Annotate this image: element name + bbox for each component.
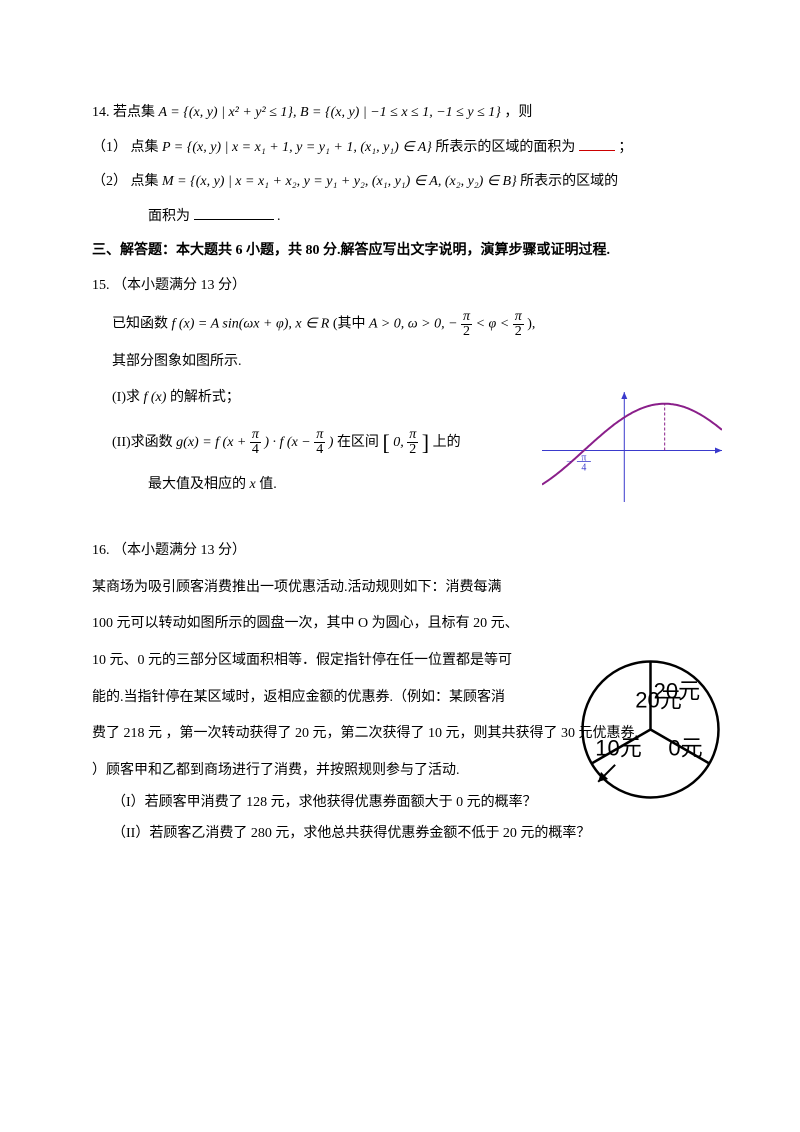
q16-head: 16. （本小题满分 13 分） <box>92 538 708 565</box>
q15-lt: < φ < <box>476 316 513 331</box>
q15-p2m1: g(x) = f (x + <box>176 435 250 450</box>
q16-number: 16. <box>92 543 110 558</box>
q15-p2b: 在区间 <box>337 435 383 450</box>
q15-p2d-text: 最大值及相应的 <box>148 477 250 492</box>
left-bracket-icon: [ <box>382 430 389 455</box>
q14-p2-lead: 点集 <box>131 174 163 189</box>
q15-p2c: 上的 <box>433 435 461 450</box>
q15-p2m3: ) <box>329 435 334 450</box>
right-bracket-icon: ] <box>422 430 429 455</box>
q14-line1: 14. 若点集 A = {(x, y) | x² + y² ≤ 1}, B = … <box>92 100 708 127</box>
q14-blank2 <box>194 205 274 220</box>
svg-text:0元: 0元 <box>668 735 702 760</box>
q14-p2-tail: 所表示的区域的 <box>520 174 618 189</box>
q15-p2m2: ) · f (x − <box>264 435 314 450</box>
q15-l1end: ), <box>527 316 535 331</box>
spinner-wheel: 20元20元10元0元 <box>573 652 728 807</box>
q14-p2-label: （2） <box>92 174 127 189</box>
q14-part2: （2） 点集 M = {(x, y) | x = x₁ + x₂, y = y₁… <box>92 169 708 196</box>
q14-part1: （1） 点集 P = {(x, y) | x = x₁ + 1, y = y₁ … <box>92 135 708 162</box>
q15-head: 15. （本小题满分 13 分） <box>92 273 708 300</box>
q15-p1a: (I)求 <box>112 390 144 405</box>
svg-text:4: 4 <box>581 463 586 474</box>
q14-lead: 若点集 <box>113 105 159 120</box>
q14-number: 14. <box>92 105 110 120</box>
q15-p2e: 值. <box>259 477 277 492</box>
q14-setM: M = {(x, y) | x = x₁ + x₂, y = y₁ + y₂, … <box>162 174 517 189</box>
q15-headtext: （本小题满分 13 分） <box>113 278 246 293</box>
q14-p2-l2: 面积为 <box>148 209 190 224</box>
q15-p1m: f (x) <box>144 390 167 405</box>
q15-p2-frac2: π4 <box>314 428 325 457</box>
q14-setP: P = {(x, y) | x = x₁ + 1, y = y₁ + 1, (x… <box>162 140 432 155</box>
q15-p2x: x <box>250 477 256 492</box>
q15-p2br1: 0, <box>393 435 407 450</box>
q15-number: 15. <box>92 278 110 293</box>
q14-p1-tail: 所表示的区域的面积为 <box>435 140 575 155</box>
q15-p1b: 的解析式； <box>170 390 240 405</box>
q15-l1cond: A > 0, ω > 0, − <box>369 316 458 331</box>
q16-l1: 某商场为吸引顾客消费推出一项优惠活动.活动规则如下：消费每满 <box>92 575 708 602</box>
q16-l2: 100 元可以转动如图所示的圆盘一次，其中 O 为圆心，且标有 20 元、 <box>92 611 708 638</box>
q15-frac2: π2 <box>513 310 524 339</box>
q15-l1a: 已知函数 <box>112 316 172 331</box>
q15-p2a: (II)求函数 <box>112 435 176 450</box>
q14-p1-lead: 点集 <box>131 140 163 155</box>
q14-setA: A = {(x, y) | x² + y² ≤ 1}, B = {(x, y) … <box>159 105 501 120</box>
q14-blank1 <box>579 136 615 151</box>
q15-l2: 其部分图象如图所示. <box>92 349 708 376</box>
q15-l1: 已知函数 f (x) = A sin(ωx + φ), x ∈ R (其中 A … <box>92 310 708 339</box>
q14-part2-line2: 面积为 . <box>92 204 708 231</box>
q15-frac1: π2 <box>461 310 472 339</box>
q16-headtext: （本小题满分 13 分） <box>113 543 246 558</box>
q15-l1b: (其中 <box>333 316 369 331</box>
section3-header: 三、解答题：本大题共 6 小题，共 80 分.解答应写出文字说明，演算步骤或证明… <box>92 238 708 265</box>
q15-p2-frac1: π4 <box>250 428 261 457</box>
q14-p1-end: ； <box>618 140 632 155</box>
q16-p2: （II）若顾客乙消费了 280 元，求他总共获得优惠券金额不低于 20 元的概率… <box>92 823 708 845</box>
q14-p1-label: （1） <box>92 140 127 155</box>
sine-chart: π4−π4 <box>542 392 722 502</box>
svg-text:10元: 10元 <box>595 735 641 760</box>
q14-p2-end: . <box>277 209 281 224</box>
svg-text:−: − <box>566 457 572 468</box>
svg-text:20元: 20元 <box>635 687 681 712</box>
q14-tail1: ，则 <box>504 105 532 120</box>
q15-p2-frac3: π2 <box>407 428 418 457</box>
q15-l1math: f (x) = A sin(ωx + φ), x ∈ R <box>172 316 330 331</box>
